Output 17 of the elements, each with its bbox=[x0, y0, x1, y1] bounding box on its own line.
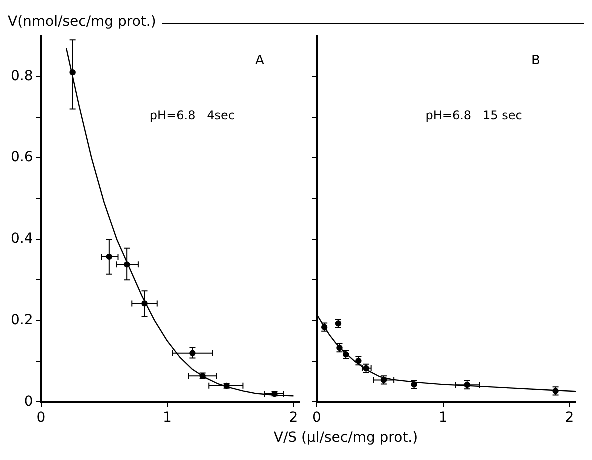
y-tick-label: 0.2 bbox=[11, 312, 34, 328]
annotation: pH=6.8 4sec bbox=[150, 108, 236, 123]
x-tick-label: 0 bbox=[36, 410, 46, 426]
annotation: A bbox=[256, 53, 265, 68]
x-tick-label: 1 bbox=[438, 410, 448, 426]
x-axis-title: V/S (µl/sec/mg prot.) bbox=[272, 430, 420, 446]
y-tick-label: 0.6 bbox=[11, 150, 34, 166]
y-axis-title: V(nmol/sec/mg prot.) bbox=[8, 14, 156, 30]
y-tick-label: 0.8 bbox=[11, 68, 34, 84]
x-tick-label: 2 bbox=[565, 410, 574, 426]
y-tick-label: 0 bbox=[24, 394, 34, 410]
annotation: B bbox=[532, 53, 540, 68]
x-tick-label: 0 bbox=[312, 410, 322, 426]
x-tick-label: 1 bbox=[163, 410, 172, 426]
x-tick-label: 2 bbox=[289, 410, 298, 426]
annotation: pH=6.8 15 sec bbox=[426, 108, 522, 123]
y-tick-label: 0.4 bbox=[11, 231, 34, 248]
